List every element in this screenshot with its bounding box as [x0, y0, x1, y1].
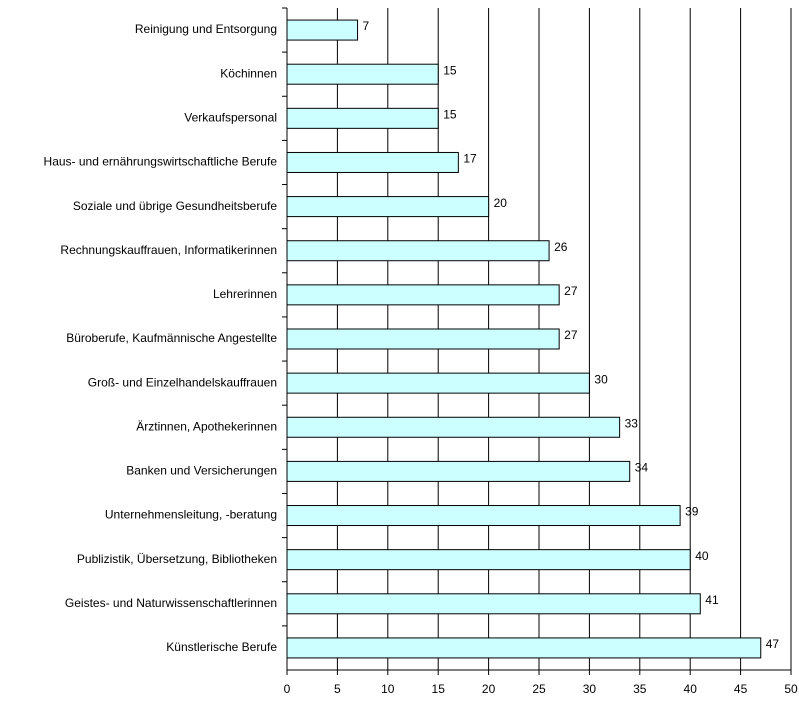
- y-tick-label: Groß- und Einzelhandelskauffrauen: [88, 375, 277, 389]
- x-tick-label: 20: [482, 682, 496, 696]
- x-tick-label: 15: [432, 682, 446, 696]
- x-tick-label: 35: [633, 682, 647, 696]
- data-label: 15: [443, 63, 457, 77]
- bar: [286, 372, 590, 394]
- data-label: 20: [494, 196, 508, 210]
- x-tick-label: 50: [784, 682, 798, 696]
- y-tick-label: Haus- und ernährungswirtschaftliche Beru…: [44, 155, 278, 169]
- bar: [286, 284, 560, 306]
- y-tick-label: Soziale und übrige Gesundheitsberufe: [73, 199, 277, 213]
- data-label: 41: [705, 593, 719, 607]
- data-label: 33: [625, 416, 639, 430]
- data-label: 39: [685, 505, 699, 519]
- x-tick-label: 5: [334, 682, 341, 696]
- y-tick-label: Reinigung und Entsorgung: [135, 22, 277, 36]
- y-tick-label: Köchinnen: [220, 66, 277, 80]
- data-label: 26: [554, 240, 568, 254]
- x-tick-label: 10: [381, 682, 395, 696]
- y-tick-label: Ärztinnen, Apothekerinnen: [136, 419, 277, 433]
- x-tick-label: 0: [284, 682, 291, 696]
- bar: [286, 593, 701, 615]
- data-label: 27: [564, 328, 578, 342]
- bar: [286, 240, 550, 262]
- y-tick-label: Publizistik, Übersetzung, Bibliotheken: [77, 552, 277, 566]
- bar: [286, 151, 459, 173]
- data-label: 27: [564, 284, 578, 298]
- y-tick-label: Geistes- und Naturwissenschaftlerinnen: [65, 596, 277, 610]
- bar: [286, 63, 439, 85]
- x-tick-label: 30: [583, 682, 597, 696]
- bar: [286, 549, 691, 571]
- data-label: 40: [695, 549, 709, 563]
- y-tick-label: Lehrerinnen: [213, 287, 277, 301]
- x-tick-label: 25: [532, 682, 546, 696]
- data-label: 17: [463, 152, 477, 166]
- y-tick-label: Rechnungskauffrauen, Informatikerinnen: [60, 243, 277, 257]
- bar: [286, 460, 631, 482]
- x-tick-label: 40: [684, 682, 698, 696]
- bar: [286, 416, 621, 438]
- data-label: 47: [766, 637, 780, 651]
- bar: [286, 196, 490, 218]
- y-tick-label: Verkaufspersonal: [184, 111, 277, 125]
- bar: [286, 328, 560, 350]
- data-label: 7: [363, 19, 370, 33]
- bar: [286, 505, 681, 527]
- data-label: 30: [594, 372, 608, 386]
- x-tick-label: 45: [734, 682, 748, 696]
- bar: [286, 637, 762, 659]
- bar: [286, 107, 439, 129]
- y-tick-label: Banken und Versicherungen: [126, 464, 277, 478]
- data-label: 15: [443, 108, 457, 122]
- data-label: 34: [635, 461, 649, 475]
- y-tick-label: Künstlerische Berufe: [166, 640, 277, 654]
- y-tick-label: Büroberufe, Kaufmännische Angestellte: [66, 331, 277, 345]
- bar: [286, 19, 359, 41]
- y-tick-label: Unternehmensleitung, -beratung: [105, 508, 277, 522]
